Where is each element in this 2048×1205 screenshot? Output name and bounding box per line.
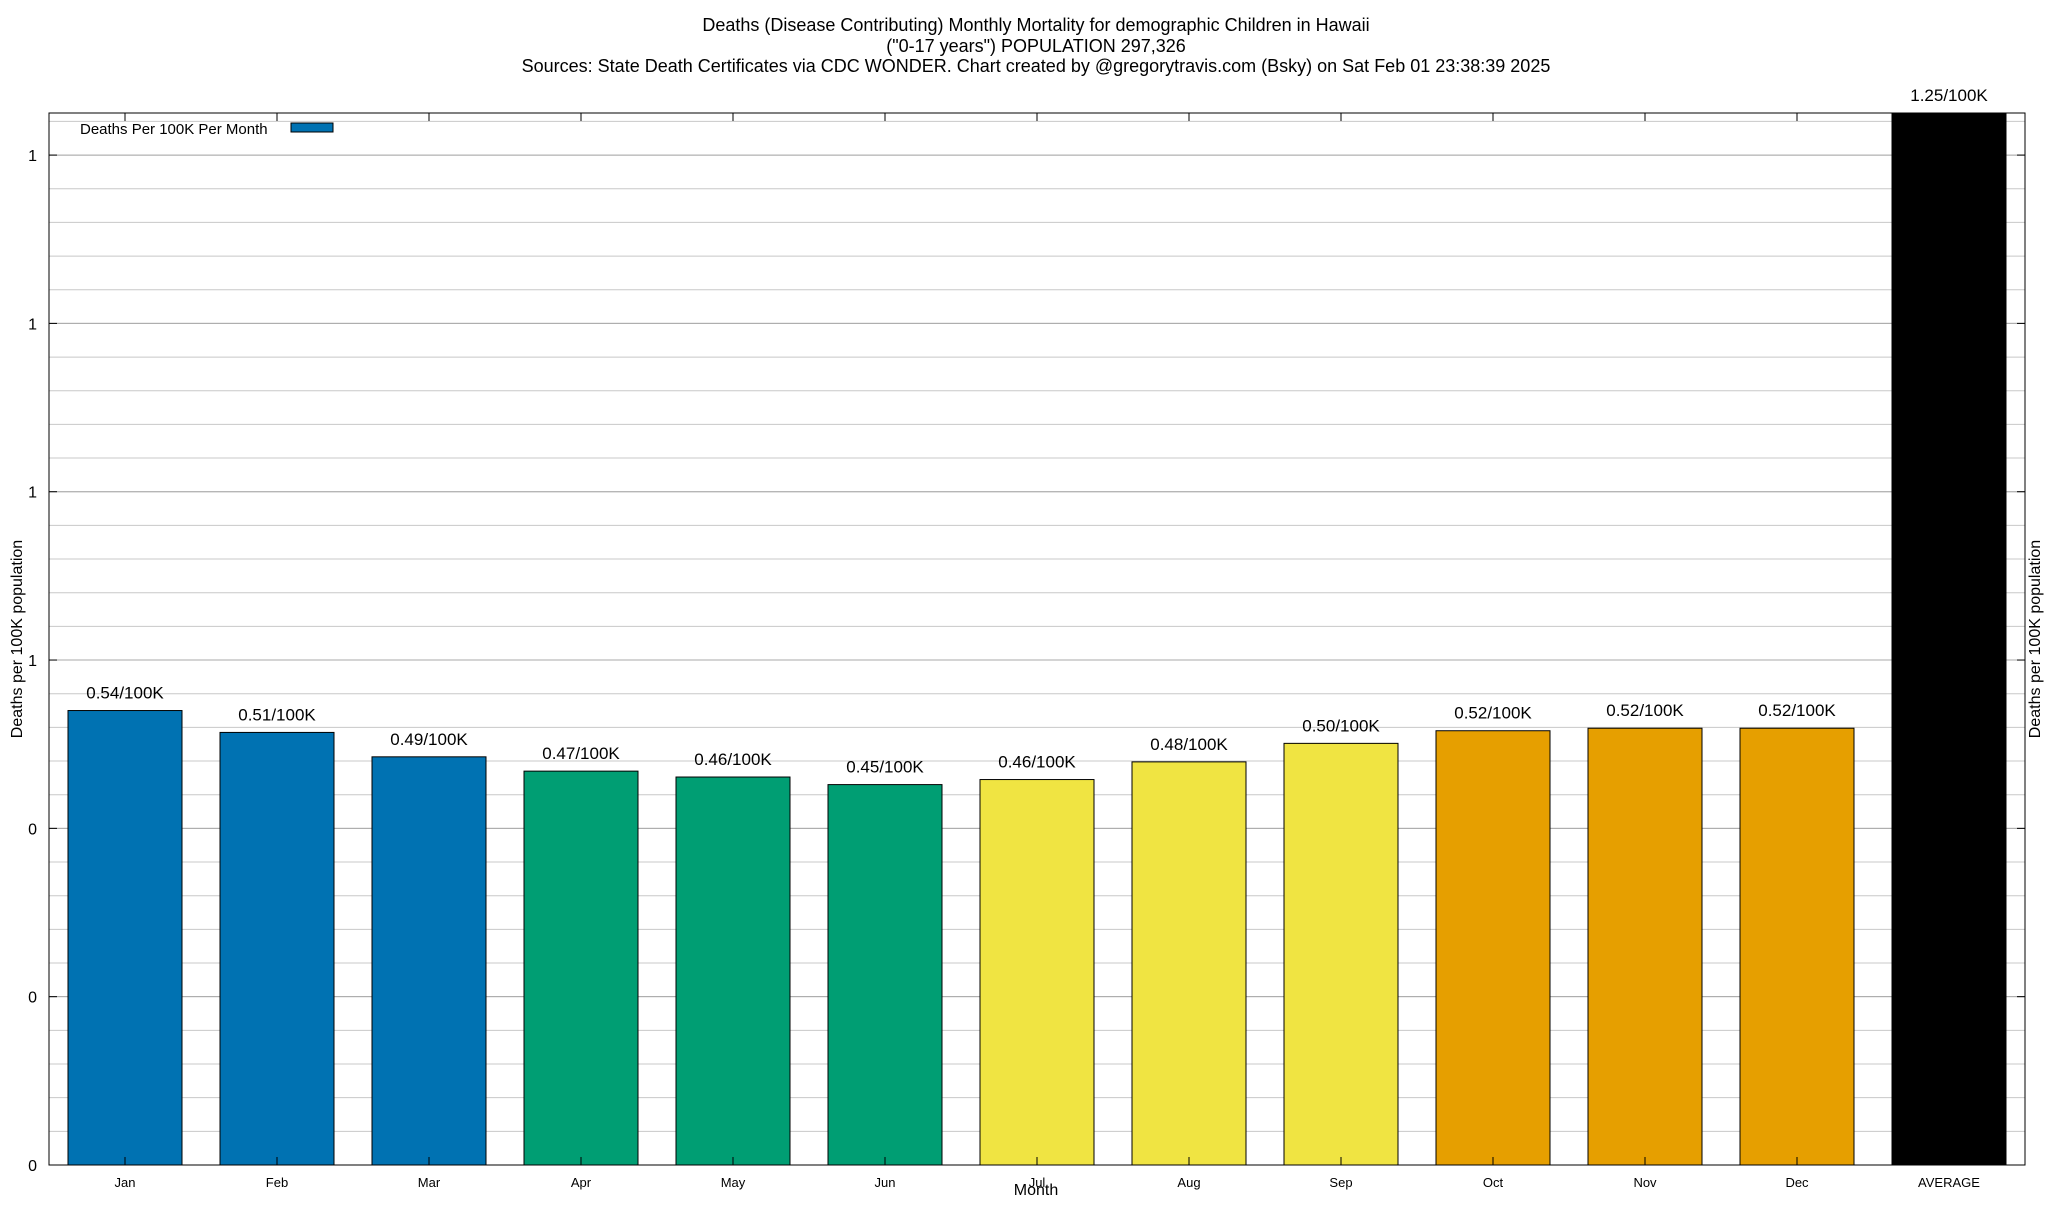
x-tick-label: May <box>721 1175 746 1190</box>
legend-swatch <box>290 122 334 133</box>
y-axis-label-right: Deaths per 100K population <box>2027 540 2044 738</box>
bar-oct <box>1435 730 1551 1166</box>
x-tick-label: Sep <box>1329 1175 1352 1190</box>
x-tick-label: Feb <box>266 1175 288 1190</box>
bar-nov <box>1587 727 1703 1166</box>
bar-value-label: 0.50/100K <box>1302 716 1380 735</box>
chart-title-line-3: Sources: State Death Certificates via CD… <box>522 56 1551 76</box>
bar-value-label: 0.51/100K <box>238 705 316 724</box>
bar-jun <box>827 784 943 1166</box>
x-tick-label: Dec <box>1785 1175 1809 1190</box>
bar-dec <box>1739 727 1855 1166</box>
bar-apr <box>523 770 639 1166</box>
y-tick-label: 1 <box>28 316 37 333</box>
x-tick-label: Aug <box>1177 1175 1200 1190</box>
x-tick-label: Jul <box>1029 1175 1046 1190</box>
y-tick-label: 1 <box>28 653 37 670</box>
bar-value-label: 0.52/100K <box>1454 704 1532 723</box>
bar-value-label: 0.48/100K <box>1150 735 1228 754</box>
chart-title-line-1: Deaths (Disease Contributing) Monthly Mo… <box>702 15 1369 35</box>
x-tick-label: Oct <box>1483 1175 1504 1190</box>
bar-value-label: 0.52/100K <box>1606 701 1684 720</box>
x-axis-label: Month <box>1014 1182 1058 1199</box>
bar-feb <box>219 731 335 1166</box>
bar-jul <box>979 779 1095 1166</box>
bar-value-label: 0.45/100K <box>846 758 924 777</box>
bar-jan <box>67 710 183 1166</box>
y-tick-label: 0 <box>28 990 37 1007</box>
y-tick-label: 0 <box>28 821 37 838</box>
bar-may <box>675 776 791 1166</box>
bar-value-label: 1.25/100K <box>1910 86 1988 105</box>
x-tick-label: Nov <box>1633 1175 1657 1190</box>
plot-frame <box>48 112 2026 1166</box>
bar-aug <box>1131 761 1247 1166</box>
bar-average <box>1891 112 2007 1166</box>
y-tick-label: 1 <box>28 148 37 165</box>
bar-value-label: 0.49/100K <box>390 730 468 749</box>
bar-sep <box>1283 742 1399 1166</box>
chart-title-line-2: ("0-17 years") POPULATION 297,326 <box>886 36 1186 56</box>
y-tick-label: 0 <box>28 1158 37 1175</box>
y-axis-label-left: Deaths per 100K population <box>9 540 26 738</box>
legend-label: Deaths Per 100K Per Month <box>80 121 268 138</box>
x-tick-label: Apr <box>571 1175 592 1190</box>
bar-value-label: 0.54/100K <box>86 684 164 703</box>
bar-mar <box>371 756 487 1166</box>
bar-value-label: 0.47/100K <box>542 744 620 763</box>
bar-value-label: 0.46/100K <box>998 753 1076 772</box>
bar-value-label: 0.52/100K <box>1758 701 1836 720</box>
x-tick-label: Mar <box>418 1175 441 1190</box>
x-tick-label: Jan <box>115 1175 136 1190</box>
bar-value-label: 0.46/100K <box>694 750 772 769</box>
x-tick-label: Jun <box>875 1175 896 1190</box>
y-tick-label: 1 <box>28 485 37 502</box>
x-tick-label: AVERAGE <box>1918 1175 1980 1190</box>
